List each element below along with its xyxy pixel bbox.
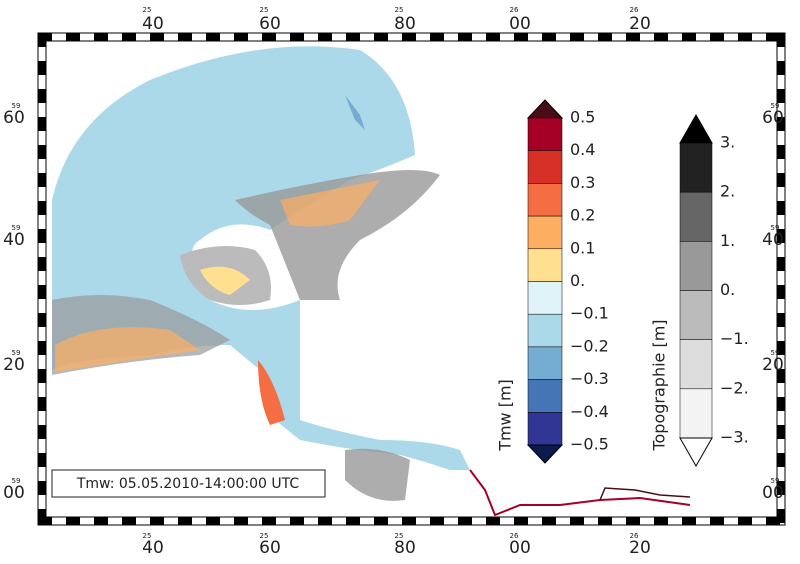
colorbar-triangle	[679, 437, 713, 468]
colorbar-segment	[527, 183, 563, 217]
colorbar-segment	[527, 117, 563, 151]
minor-label: 59	[771, 224, 780, 232]
minor-label: 25	[260, 6, 269, 14]
warm-zone	[200, 266, 250, 295]
colorbar-triangle	[526, 99, 564, 119]
minor-label: 59	[771, 477, 780, 485]
river	[599, 487, 691, 501]
minor-label: 26	[630, 532, 639, 540]
axis-label: 80	[394, 14, 416, 34]
colorbar-segment	[679, 241, 713, 291]
minor-label: 59	[12, 477, 21, 485]
axis-label: 00	[3, 483, 25, 503]
colorbar-label: −0.1	[570, 304, 609, 323]
colorbar-label: −2.	[720, 378, 749, 397]
colorbar-segment	[679, 142, 713, 193]
minor-label: 25	[395, 6, 404, 14]
colorbar-label: −0.4	[570, 402, 609, 421]
colorbar-label: 0.5	[570, 108, 595, 127]
annotation-box	[51, 469, 326, 498]
minor-label: 26	[510, 6, 519, 14]
colorbar-title: Tmw [m]	[496, 379, 515, 452]
annotation: Tmw: 05.05.2010-14:00:00 UTC	[76, 476, 300, 492]
colorbar-label: −0.2	[570, 336, 609, 355]
axis-label: 20	[629, 14, 651, 34]
colorbar-label: −0.3	[570, 369, 609, 388]
lake	[345, 95, 365, 130]
colorbar-label: 0.1	[570, 238, 595, 257]
tidal-flat	[345, 448, 410, 501]
colorbar-label: 0.3	[570, 173, 595, 192]
colorbar-segment	[527, 281, 563, 315]
colorbar-segment	[527, 346, 563, 380]
axis-label: 00	[509, 538, 531, 558]
axis-label: 60	[259, 14, 281, 34]
minor-label: 25	[260, 532, 269, 540]
colorbar-title: Topographie [m]	[650, 319, 669, 451]
colorbar-segment	[527, 379, 563, 413]
axis-label: 00	[509, 14, 531, 34]
colorbar-label: 1.	[720, 231, 735, 250]
water	[52, 46, 470, 470]
axis-label: 20	[3, 355, 25, 375]
colorbar-triangle	[526, 444, 564, 464]
colorbar-segment	[527, 313, 563, 348]
map-area	[52, 46, 691, 517]
colorbar-label: 3.	[720, 133, 735, 152]
river	[469, 469, 691, 517]
axis-label: 20	[629, 538, 651, 558]
axis-label: 60	[3, 108, 25, 128]
colorbar-label: −1.	[720, 329, 749, 348]
colorbar-label: 0.	[570, 271, 585, 290]
minor-label: 59	[12, 349, 21, 357]
axis-label: 00	[762, 483, 784, 503]
minor-label: 59	[12, 102, 21, 110]
minor-label: 25	[395, 532, 404, 540]
colorbar-segment	[679, 339, 713, 390]
minor-label: 25	[143, 532, 152, 540]
axis-label: 60	[762, 108, 784, 128]
warm-zone	[280, 180, 380, 227]
colorbar-label: 0.4	[570, 140, 595, 159]
minor-label: 26	[510, 532, 519, 540]
colorbar-segment	[527, 412, 563, 446]
minor-label: 59	[12, 224, 21, 232]
colorbar-segment	[679, 290, 713, 340]
colorbar-label: −0.5	[570, 435, 609, 454]
frame-checker	[38, 33, 785, 525]
axis-label: 40	[142, 538, 164, 558]
axis-label: 60	[259, 538, 281, 558]
warm-zone	[258, 360, 285, 425]
minor-label: 25	[143, 6, 152, 14]
minor-label: 26	[630, 6, 639, 14]
colorbar-label: 0.	[720, 280, 735, 299]
axis-label: 40	[142, 14, 164, 34]
axis-label: 80	[394, 538, 416, 558]
minor-label: 59	[771, 102, 780, 110]
colorbar-triangle	[679, 113, 713, 144]
colorbar-label: 0.2	[570, 206, 595, 225]
axis-label: 40	[762, 230, 784, 250]
colorbar-segment	[527, 150, 563, 184]
axis-label: 20	[762, 355, 784, 375]
axis-label: 40	[3, 230, 25, 250]
colorbar-segment	[527, 248, 563, 282]
colorbar-label: 2.	[720, 182, 735, 201]
colorbar-segment	[679, 388, 713, 439]
minor-label: 59	[771, 349, 780, 357]
colorbar-segment	[527, 215, 563, 250]
colorbar-label: −3.	[720, 428, 749, 447]
warm-zone	[55, 327, 200, 372]
colorbar-segment	[679, 191, 713, 242]
